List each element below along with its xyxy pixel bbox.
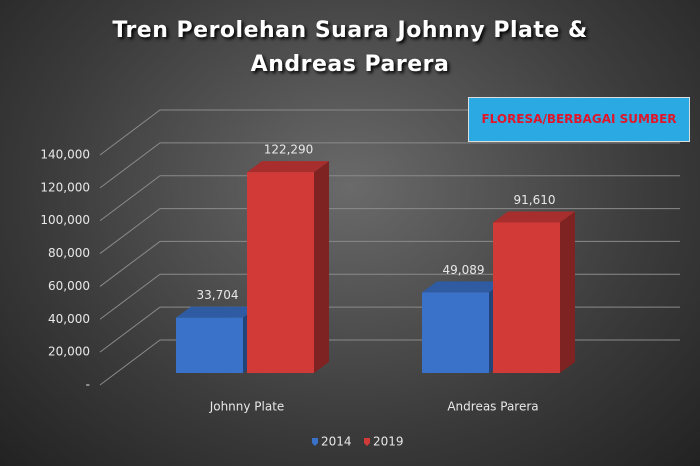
- legend-marker: [312, 438, 318, 446]
- bar: [493, 211, 575, 373]
- x-tick-label: Johnny Plate: [209, 400, 285, 414]
- grid-line: [99, 208, 680, 254]
- y-tick-label: 20,000: [48, 345, 90, 359]
- y-tick-label: 120,000: [40, 180, 90, 194]
- bar: [176, 306, 258, 373]
- value-label: 49,089: [443, 263, 485, 277]
- value-label: 122,290: [264, 143, 314, 157]
- bar-face: [247, 172, 314, 373]
- bar-face: [422, 281, 504, 293]
- grid-line: [99, 240, 680, 287]
- y-tick-label: -: [86, 378, 90, 392]
- y-tick-label: 40,000: [48, 312, 90, 326]
- bar: [422, 281, 504, 373]
- y-tick-label: 100,000: [40, 213, 90, 227]
- value-label: 33,704: [197, 288, 239, 302]
- y-tick-label: 60,000: [48, 279, 90, 293]
- grid-line: [99, 175, 680, 222]
- y-tick-label: 140,000: [40, 148, 90, 162]
- bar-face: [560, 211, 575, 373]
- bar-face: [176, 317, 243, 373]
- y-tick-label: 80,000: [48, 246, 90, 260]
- bar: [247, 161, 329, 373]
- bar-face: [493, 211, 575, 223]
- value-label: 91,610: [514, 193, 556, 207]
- legend-label: 2014: [321, 435, 352, 449]
- x-tick-label: Andreas Parera: [447, 400, 538, 414]
- bar-face: [493, 222, 560, 373]
- bar-face: [247, 161, 329, 173]
- legend-label: 2019: [373, 435, 404, 449]
- bar-face: [176, 306, 258, 318]
- bar-face: [422, 292, 489, 373]
- annotation: FLORESA/BERBAGAI SUMBER: [468, 97, 690, 142]
- legend-marker: [364, 438, 370, 446]
- grid-line: [99, 142, 680, 189]
- bar-face: [314, 161, 329, 373]
- chart-title: Tren Perolehan Suara Johnny Plate & Andr…: [112, 18, 588, 77]
